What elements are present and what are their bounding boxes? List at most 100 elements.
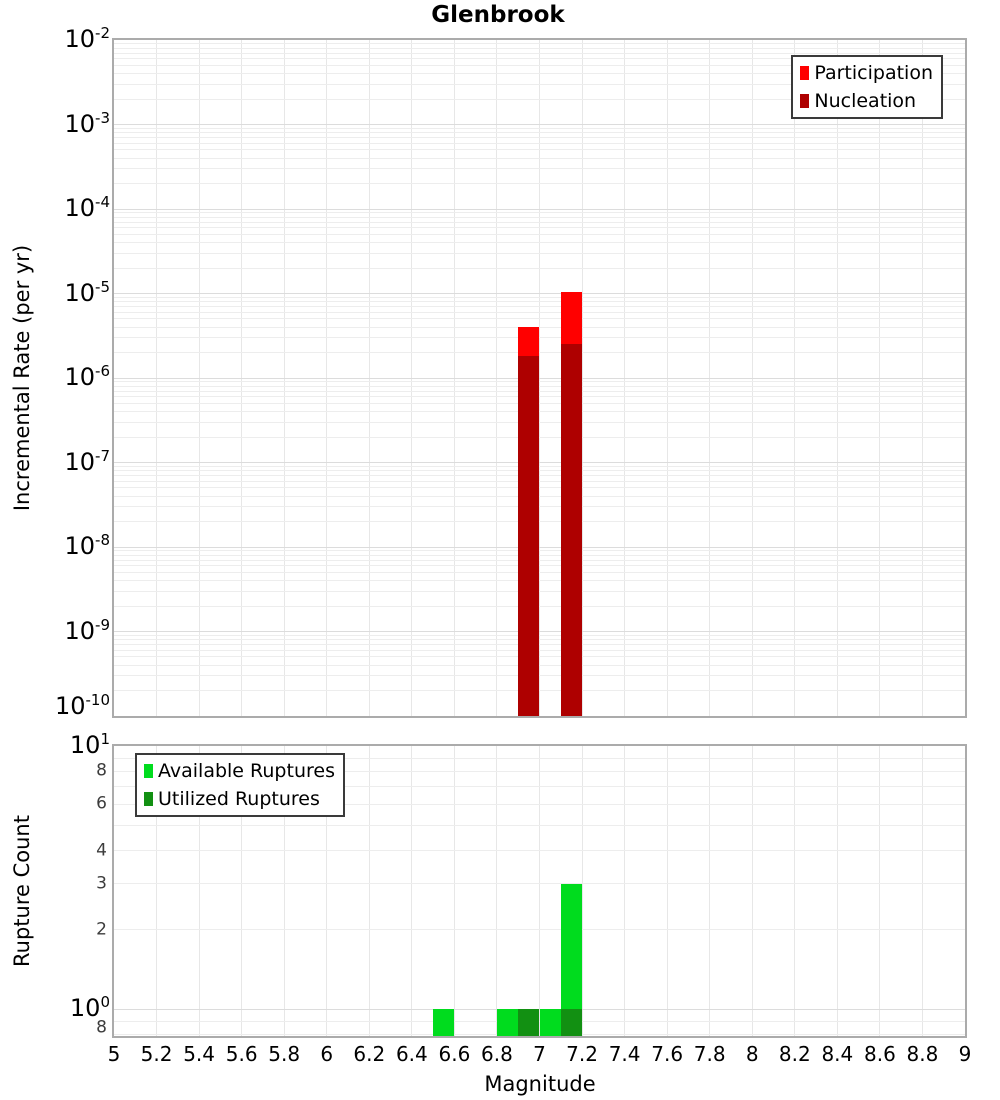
gridline-horizontal-minor <box>114 227 965 229</box>
gridline-horizontal-minor <box>114 212 965 214</box>
gridline-horizontal-minor <box>114 929 965 931</box>
gridline-horizontal-minor <box>114 137 965 139</box>
nucleation-swatch-icon <box>800 94 810 108</box>
gridline-horizontal-minor <box>114 242 965 244</box>
x-tick-label: 6.6 <box>438 1042 471 1066</box>
gridline-horizontal-minor <box>114 506 965 508</box>
gridline-horizontal-minor <box>114 385 965 387</box>
gridline-horizontal-minor <box>114 495 965 497</box>
gridline-horizontal-minor <box>114 690 965 692</box>
gridline-vertical <box>836 746 838 1036</box>
gridline-horizontal-minor <box>114 326 965 328</box>
participation-swatch-icon <box>800 66 810 80</box>
y-tick-label-minor: 2 <box>96 919 107 940</box>
gridline-horizontal-minor <box>114 221 965 223</box>
gridline-horizontal-minor <box>114 267 965 269</box>
bar-available-ruptures <box>539 1009 561 1036</box>
x-tick-label: 8.6 <box>863 1042 896 1066</box>
gridline-horizontal-minor <box>114 487 965 489</box>
gridline-horizontal-minor <box>114 757 965 759</box>
gridline-horizontal-minor <box>114 47 965 49</box>
gridline-horizontal-minor <box>114 634 965 636</box>
gridline-horizontal-minor <box>114 98 965 100</box>
gridline-horizontal-minor <box>114 43 965 45</box>
x-tick-label: 6.8 <box>481 1042 513 1066</box>
gridline-vertical <box>156 746 158 1036</box>
y-tick-label: 10-8 <box>64 530 110 560</box>
gridline-horizontal-minor <box>114 390 965 392</box>
gridline-vertical <box>751 746 753 1036</box>
gridline-horizontal-minor <box>114 639 965 641</box>
gridline-horizontal-minor <box>114 73 965 75</box>
rate-legend: Participation Nucleation <box>791 55 943 119</box>
y-tick-label-minor: 8 <box>96 760 107 781</box>
gridline-horizontal-major <box>114 377 965 379</box>
gridline-horizontal-minor <box>114 559 965 561</box>
x-tick-label: 6.4 <box>395 1042 428 1066</box>
gridline-horizontal-minor <box>114 590 965 592</box>
gridline-horizontal-minor <box>114 411 965 413</box>
gridline-vertical <box>709 746 711 1036</box>
count-plot-panel: Available Ruptures Utilized Ruptures <box>112 744 967 1038</box>
x-tick-label: 7.4 <box>608 1042 641 1066</box>
y-tick-label: 10-2 <box>64 23 110 53</box>
gridline-horizontal-major <box>114 293 965 294</box>
x-tick-label: 5.8 <box>268 1042 301 1066</box>
legend-entry-utilized-ruptures: Utilized Ruptures <box>144 785 335 813</box>
gridline-horizontal-minor <box>114 132 965 134</box>
gridline-horizontal-minor <box>114 318 965 320</box>
gridline-horizontal-minor <box>114 465 965 467</box>
y-tick-label: 10-3 <box>64 108 110 138</box>
gridline-horizontal-minor <box>114 605 965 607</box>
x-tick-label: 7.2 <box>566 1042 598 1066</box>
x-tick-label: 7.6 <box>651 1042 684 1066</box>
count-legend: Available Ruptures Utilized Ruptures <box>135 753 345 817</box>
gridline-horizontal-minor <box>114 64 965 66</box>
gridline-horizontal-minor <box>114 786 965 788</box>
x-tick-label: 6.2 <box>353 1042 386 1066</box>
bar-available-ruptures <box>496 1009 519 1036</box>
legend-entry-nucleation: Nucleation <box>800 87 933 115</box>
gridline-horizontal-minor <box>114 306 965 308</box>
gridline-horizontal-minor <box>114 850 965 852</box>
gridline-horizontal-minor <box>114 521 965 523</box>
bar-utilized-ruptures <box>518 1009 540 1036</box>
gridline-horizontal-minor <box>114 396 965 398</box>
gridline-horizontal-minor <box>114 381 965 383</box>
gridline-horizontal-minor <box>114 149 965 151</box>
x-tick-label: 6 <box>320 1042 334 1066</box>
gridline-horizontal-minor <box>114 644 965 646</box>
gridline-horizontal-minor <box>114 301 965 303</box>
gridline-horizontal-minor <box>114 142 965 144</box>
gridline-vertical <box>879 746 881 1036</box>
y-tick-label: 10-7 <box>64 446 110 476</box>
y-tick-label: 10-6 <box>64 361 110 391</box>
gridline-vertical <box>496 746 498 1036</box>
y-tick-label-minor: 4 <box>96 840 107 861</box>
gridline-horizontal-minor <box>114 550 965 552</box>
y-tick-label: 10-9 <box>64 615 110 645</box>
gridline-vertical <box>794 746 796 1036</box>
chart-title: Glenbrook <box>431 2 565 28</box>
y-tick-label-minor: 8 <box>96 1017 107 1038</box>
gridline-horizontal-minor <box>114 127 965 129</box>
gridline-horizontal-minor <box>114 580 965 582</box>
gridline-horizontal-minor <box>114 58 965 60</box>
gridline-horizontal-minor <box>114 337 965 339</box>
gridline-vertical <box>198 746 200 1036</box>
nucleation-legend-label: Nucleation <box>814 90 917 112</box>
gridline-vertical <box>921 746 923 1036</box>
gridline-horizontal-minor <box>114 52 965 54</box>
gridline-horizontal-major <box>114 462 965 463</box>
y-tick-label: 101 <box>69 729 110 759</box>
x-tick-label: 5 <box>107 1042 121 1066</box>
gridline-horizontal-major <box>114 208 965 210</box>
gridline-horizontal-minor <box>114 803 965 805</box>
gridline-vertical <box>581 746 583 1036</box>
bar-available-ruptures <box>560 883 583 1036</box>
participation-legend-label: Participation <box>814 62 933 84</box>
gridline-horizontal-minor <box>114 168 965 170</box>
bar-nucleation <box>518 356 540 716</box>
y-tick-label-minor: 3 <box>96 873 107 894</box>
gridline-horizontal-minor <box>114 157 965 159</box>
